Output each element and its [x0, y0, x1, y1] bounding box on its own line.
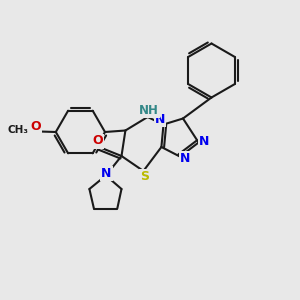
Text: S: S — [140, 170, 149, 183]
Text: N: N — [101, 167, 112, 180]
Text: O: O — [30, 119, 41, 133]
Text: N: N — [155, 112, 165, 126]
Text: N: N — [180, 152, 190, 165]
Text: CH₃: CH₃ — [8, 125, 29, 135]
Text: N: N — [199, 135, 209, 148]
Text: O: O — [92, 134, 103, 148]
Text: NH: NH — [139, 104, 159, 117]
